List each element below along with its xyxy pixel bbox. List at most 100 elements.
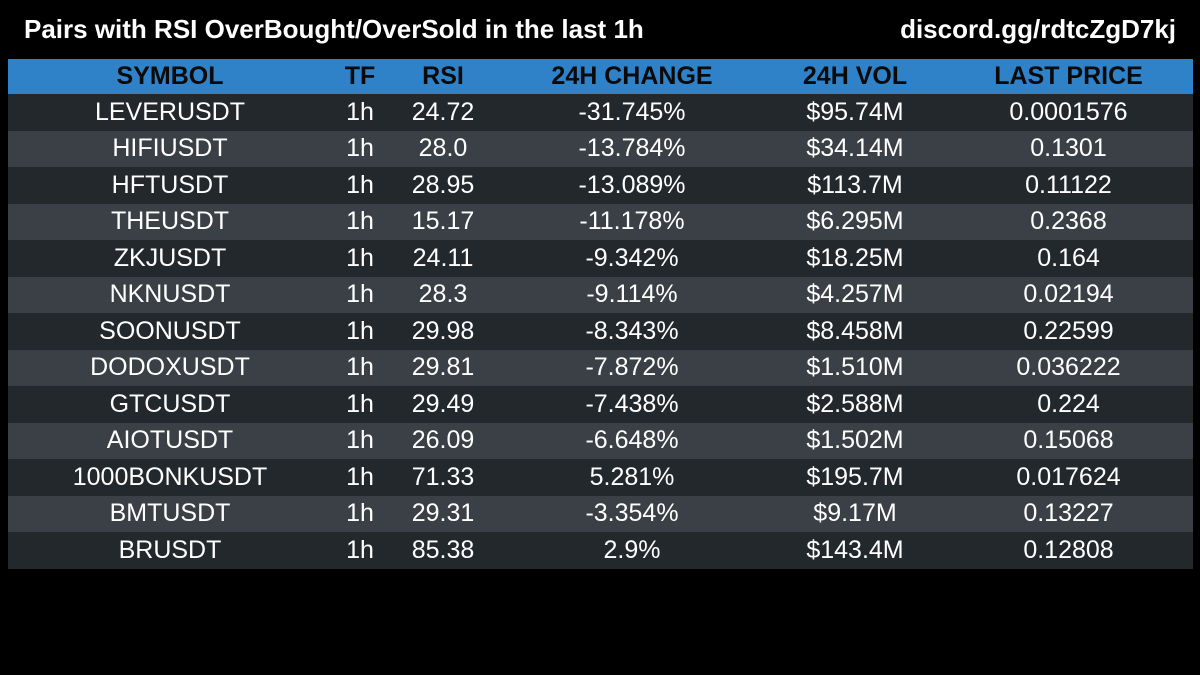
tf-cell: 1h <box>346 462 374 491</box>
volume-cell: $195.7M <box>806 462 904 491</box>
table-row: THEUSDT 1h 15.17 -11.178% $6.295M 0.2368 <box>8 203 1193 240</box>
symbol-cell: LEVERUSDT <box>94 97 246 126</box>
tf-cell: 1h <box>346 353 374 382</box>
rsi-cell: 29.49 <box>411 389 475 418</box>
table-row: AIOTUSDT 1h 26.09 -6.648% $1.502M 0.15068 <box>8 422 1193 459</box>
table-row: BMTUSDT 1h 29.31 -3.354% $9.17M 0.13227 <box>8 495 1193 532</box>
change-cell: -6.648% <box>585 426 679 455</box>
volume-cell: $18.25M <box>806 243 904 272</box>
header-bar: Pairs with RSI OverBought/OverSold in th… <box>0 0 1200 62</box>
volume-cell: $9.17M <box>813 499 897 528</box>
tf-cell: 1h <box>346 426 374 455</box>
table-header-row: SYMBOL TF RSI 24H CHANGE 24H VOL LAST PR… <box>8 59 1193 94</box>
price-cell: 0.12808 <box>1023 535 1114 564</box>
rsi-cell: 29.98 <box>411 316 475 345</box>
symbol-cell: NKNUSDT <box>109 280 231 309</box>
rsi-cell: 71.33 <box>411 462 475 491</box>
tf-cell: 1h <box>346 389 374 418</box>
change-cell: -31.745% <box>578 97 686 126</box>
volume-cell: $1.502M <box>806 426 904 455</box>
volume-cell: $4.257M <box>806 280 904 309</box>
price-cell: 0.2368 <box>1030 207 1107 236</box>
rsi-cell: 85.38 <box>411 535 475 564</box>
table-row: DODOXUSDT 1h 29.81 -7.872% $1.510M 0.036222 <box>8 349 1193 386</box>
price-cell: 0.164 <box>1037 243 1100 272</box>
table-row: 1000BONKUSDT 1h 71.33 5.281% $195.7M 0.017624 <box>8 459 1193 496</box>
change-cell: -7.438% <box>585 389 679 418</box>
change-cell: -8.343% <box>585 316 679 345</box>
tf-cell: 1h <box>346 499 374 528</box>
price-cell: 0.017624 <box>1016 462 1121 491</box>
symbol-cell: DODOXUSDT <box>90 353 250 382</box>
table-row: GTCUSDT 1h 29.49 -7.438% $2.588M 0.224 <box>8 386 1193 423</box>
price-cell: 0.224 <box>1037 389 1100 418</box>
rsi-cell: 28.3 <box>418 280 468 309</box>
price-cell: 0.13227 <box>1023 499 1114 528</box>
tf-cell: 1h <box>346 316 374 345</box>
table-row: ZKJUSDT 1h 24.11 -9.342% $18.25M 0.164 <box>8 240 1193 277</box>
table-row: BRUSDT 1h 85.38 2.9% $143.4M 0.12808 <box>8 532 1193 569</box>
symbol-cell: THEUSDT <box>110 207 230 236</box>
symbol-cell: BRUSDT <box>118 535 222 564</box>
column-header-tf: TF <box>344 62 376 90</box>
volume-cell: $6.295M <box>806 207 904 236</box>
column-header-symbol: SYMBOL <box>116 62 224 90</box>
tf-cell: 1h <box>346 535 374 564</box>
tf-cell: 1h <box>346 134 374 163</box>
tf-cell: 1h <box>346 170 374 199</box>
tf-cell: 1h <box>346 280 374 309</box>
change-cell: -3.354% <box>585 499 679 528</box>
table-row: HFTUSDT 1h 28.95 -13.089% $113.7M 0.11122 <box>8 167 1193 204</box>
rsi-cell: 26.09 <box>411 426 475 455</box>
symbol-cell: SOONUSDT <box>99 316 241 345</box>
column-header-rsi: RSI <box>422 62 464 90</box>
symbol-cell: AIOTUSDT <box>106 426 234 455</box>
table-body: LEVERUSDT 1h 24.72 -31.745% $95.74M 0.0001576… <box>8 94 1193 569</box>
tf-cell: 1h <box>346 243 374 272</box>
change-cell: -13.784% <box>578 134 686 163</box>
symbol-cell: ZKJUSDT <box>113 243 227 272</box>
column-header-24h-vol: 24H VOL <box>802 62 908 90</box>
tf-cell: 1h <box>346 207 374 236</box>
price-cell: 0.02194 <box>1023 280 1114 309</box>
volume-cell: $8.458M <box>806 316 904 345</box>
rsi-table: SYMBOL TF RSI 24H CHANGE 24H VOL LAST PR… <box>8 59 1193 569</box>
table-row: SOONUSDT 1h 29.98 -8.343% $8.458M 0.22599 <box>8 313 1193 350</box>
table-row: NKNUSDT 1h 28.3 -9.114% $4.257M 0.02194 <box>8 276 1193 313</box>
symbol-cell: BMTUSDT <box>109 499 231 528</box>
rsi-cell: 28.95 <box>411 170 475 199</box>
rsi-cell: 28.0 <box>418 134 468 163</box>
symbol-cell: HIFIUSDT <box>112 134 228 163</box>
change-cell: 2.9% <box>603 535 661 564</box>
column-header-24h-change: 24H CHANGE <box>551 62 713 90</box>
price-cell: 0.11122 <box>1025 170 1112 199</box>
table-row: HIFIUSDT 1h 28.0 -13.784% $34.14M 0.1301 <box>8 130 1193 167</box>
volume-cell: $2.588M <box>806 389 904 418</box>
symbol-cell: 1000BONKUSDT <box>72 462 268 491</box>
price-cell: 0.036222 <box>1016 353 1121 382</box>
tf-cell: 1h <box>346 97 374 126</box>
volume-cell: $1.510M <box>806 353 904 382</box>
price-cell: 0.22599 <box>1023 316 1114 345</box>
rsi-cell: 15.17 <box>411 207 475 236</box>
rsi-cell: 24.72 <box>411 97 475 126</box>
discord-link[interactable]: discord.gg/rdtcZgD7kj <box>900 14 1176 44</box>
volume-cell: $34.14M <box>806 134 904 163</box>
column-header-last-price: LAST PRICE <box>994 62 1143 90</box>
table-row: LEVERUSDT 1h 24.72 -31.745% $95.74M 0.0001576 <box>8 94 1193 131</box>
rsi-cell: 29.31 <box>411 499 475 528</box>
price-cell: 0.0001576 <box>1009 97 1128 126</box>
page-title: Pairs with RSI OverBought/OverSold in th… <box>24 14 644 44</box>
symbol-cell: GTCUSDT <box>109 389 231 418</box>
price-cell: 0.1301 <box>1030 134 1107 163</box>
price-cell: 0.15068 <box>1023 426 1114 455</box>
change-cell: -9.342% <box>585 243 679 272</box>
volume-cell: $113.7M <box>807 170 903 199</box>
change-cell: -11.178% <box>579 207 685 236</box>
volume-cell: $95.74M <box>806 97 904 126</box>
change-cell: -13.089% <box>578 170 686 199</box>
symbol-cell: HFTUSDT <box>111 170 229 199</box>
change-cell: -9.114% <box>586 280 678 309</box>
rsi-cell: 29.81 <box>411 353 475 382</box>
volume-cell: $143.4M <box>806 535 904 564</box>
